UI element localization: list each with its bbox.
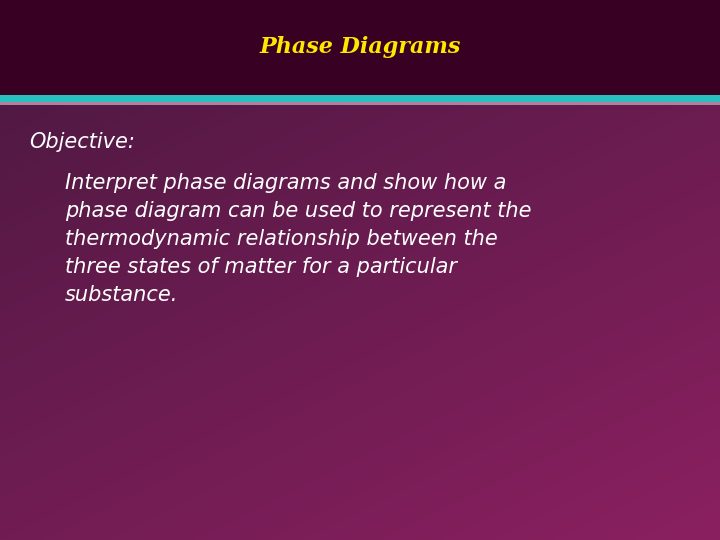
Text: Interpret phase diagrams and show how a
phase diagram can be used to represent t: Interpret phase diagrams and show how a … (65, 173, 531, 305)
Bar (0, 102, 720, 105)
Bar (0, 0, 720, 94)
Bar (0, 94, 720, 102)
Text: Phase Diagrams: Phase Diagrams (259, 36, 461, 58)
Text: Objective:: Objective: (29, 132, 135, 152)
